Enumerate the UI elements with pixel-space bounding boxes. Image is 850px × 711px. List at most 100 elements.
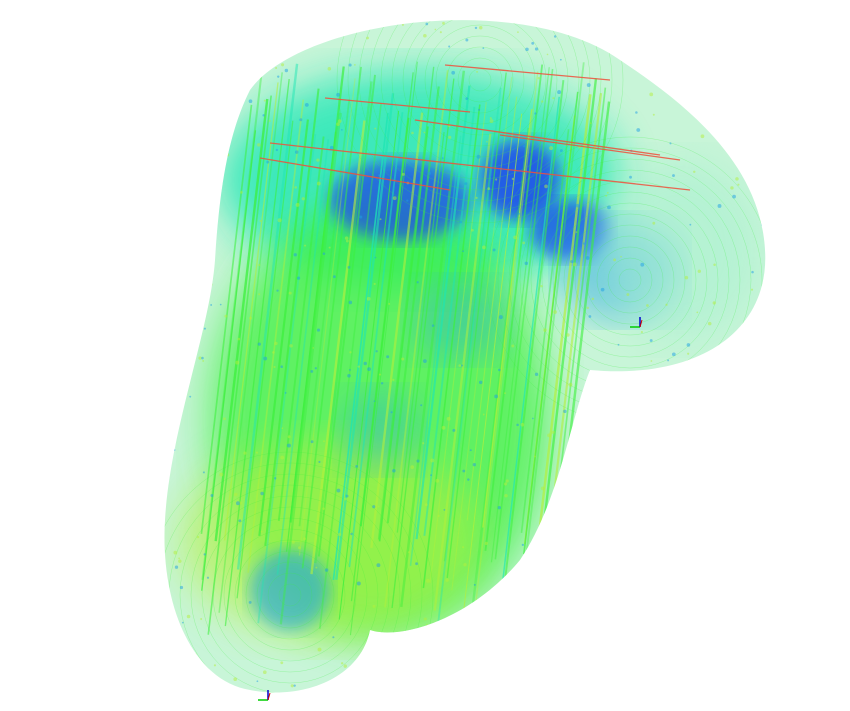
point <box>257 143 261 147</box>
point <box>541 642 544 645</box>
point <box>462 546 465 549</box>
point <box>415 562 419 566</box>
point <box>665 423 669 427</box>
point <box>519 672 522 676</box>
point <box>258 293 261 296</box>
point <box>248 99 253 104</box>
scan-line <box>276 139 330 575</box>
point <box>482 413 485 416</box>
point <box>662 538 665 541</box>
point <box>524 693 527 696</box>
point <box>290 684 294 688</box>
point <box>201 356 204 360</box>
point <box>315 566 318 569</box>
scan-ring <box>164 451 434 693</box>
point <box>590 394 594 398</box>
point <box>464 182 468 186</box>
point <box>399 654 402 656</box>
point <box>206 576 210 579</box>
point <box>692 373 695 376</box>
scan-line <box>494 68 554 560</box>
point <box>482 680 486 683</box>
point <box>348 63 352 67</box>
point <box>194 239 197 243</box>
point <box>628 609 633 613</box>
scan-line <box>289 66 345 523</box>
point <box>754 147 758 151</box>
point <box>448 135 452 140</box>
scan-line <box>348 112 404 568</box>
scan-ring <box>245 550 335 640</box>
point <box>665 303 668 306</box>
point <box>173 550 178 555</box>
point <box>474 26 478 30</box>
point <box>690 613 693 616</box>
point <box>194 653 197 656</box>
point <box>643 556 645 559</box>
point <box>482 47 485 49</box>
point <box>423 131 426 134</box>
point <box>702 472 704 475</box>
point <box>498 368 501 372</box>
point <box>478 25 483 30</box>
scan-line <box>370 112 424 549</box>
point <box>484 541 488 546</box>
scan-line <box>317 74 376 557</box>
point <box>463 563 467 567</box>
point <box>200 618 203 620</box>
point <box>742 80 747 84</box>
point <box>420 635 425 639</box>
point <box>473 583 476 586</box>
point <box>559 149 563 153</box>
point <box>640 262 645 267</box>
point <box>467 478 470 481</box>
point <box>604 636 608 641</box>
point <box>274 341 278 346</box>
cloud-density-region <box>250 550 330 630</box>
point <box>489 119 494 123</box>
point <box>716 506 721 510</box>
point <box>392 196 397 201</box>
point <box>705 437 708 439</box>
point <box>304 244 307 247</box>
y-axis-icon <box>639 319 643 328</box>
point <box>469 449 472 452</box>
point <box>316 181 321 186</box>
point <box>178 559 182 563</box>
scan-line <box>433 133 492 611</box>
scan-line <box>277 136 325 521</box>
point <box>600 558 602 561</box>
scan-line <box>490 67 550 563</box>
point <box>330 688 334 692</box>
point <box>550 682 555 687</box>
scan-line <box>539 78 598 557</box>
point <box>687 352 690 355</box>
point <box>504 392 506 395</box>
point <box>294 150 299 154</box>
scan-ring <box>552 202 708 358</box>
point <box>521 543 524 547</box>
point <box>522 241 526 245</box>
point <box>759 363 763 368</box>
point <box>484 688 488 692</box>
axis-gizmo-bottom-left <box>258 690 271 701</box>
point <box>552 97 555 100</box>
point <box>280 455 285 460</box>
point <box>177 134 182 138</box>
scan-ring <box>336 20 624 224</box>
scan-line <box>201 130 257 591</box>
point <box>302 537 306 541</box>
scan-line <box>471 127 530 611</box>
point <box>341 129 343 131</box>
scan-line <box>301 66 362 569</box>
point <box>589 122 592 124</box>
scan-line <box>386 86 440 524</box>
point <box>760 388 763 390</box>
scan-ring <box>585 235 675 325</box>
point <box>327 67 332 71</box>
point <box>348 300 353 305</box>
point <box>263 99 266 102</box>
point <box>730 89 734 93</box>
